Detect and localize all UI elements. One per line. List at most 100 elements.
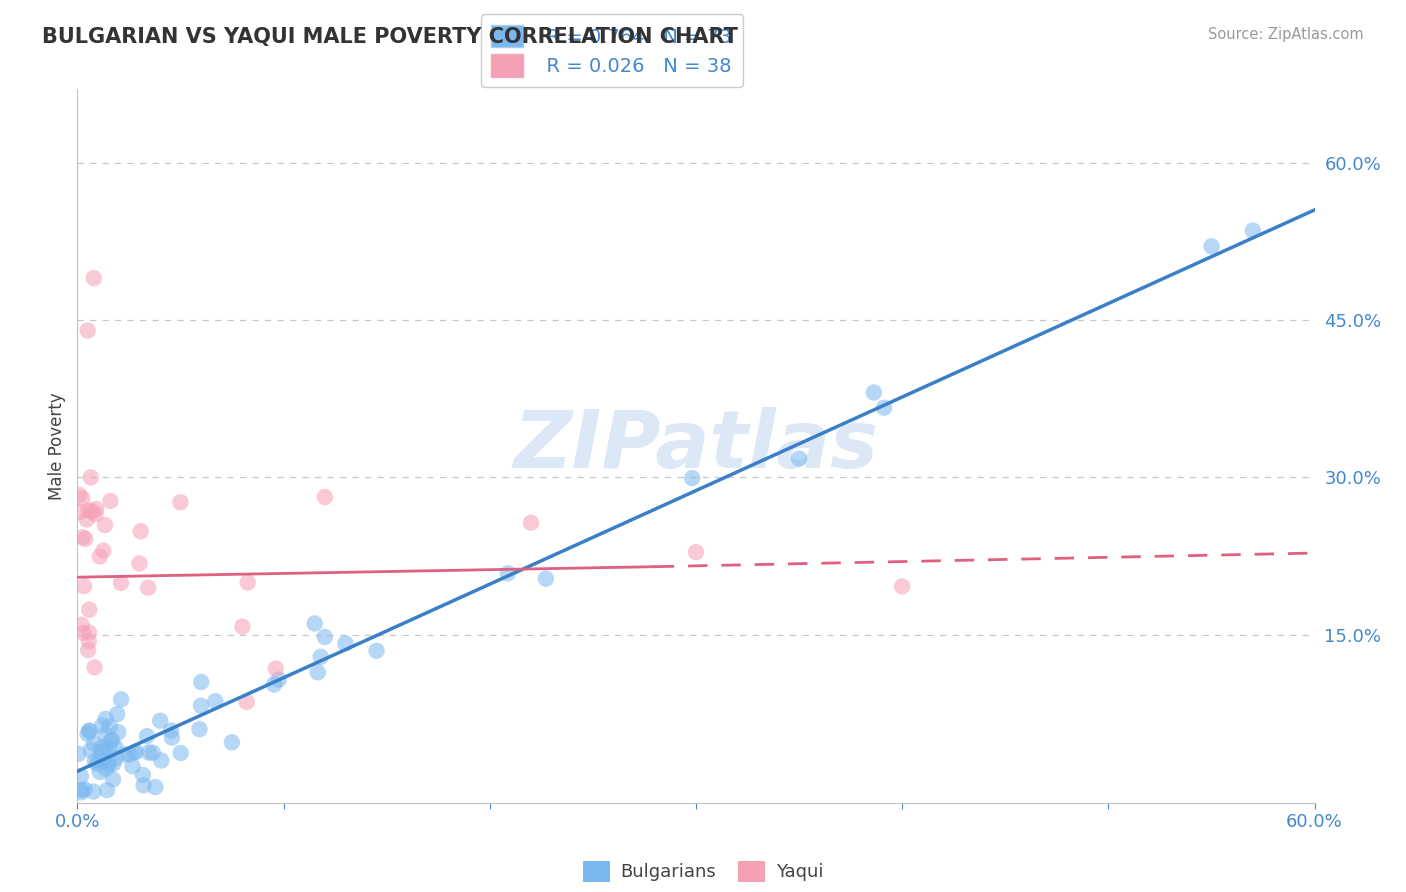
Point xyxy=(89,765,111,780)
Point xyxy=(787,451,810,466)
Point xyxy=(121,759,143,773)
Point xyxy=(75,532,97,546)
Point xyxy=(142,746,165,760)
Point xyxy=(83,271,105,285)
Point xyxy=(76,512,98,526)
Point xyxy=(79,724,101,739)
Point xyxy=(82,784,104,798)
Point xyxy=(124,746,146,760)
Point xyxy=(73,579,96,593)
Point xyxy=(86,756,108,771)
Y-axis label: Male Poverty: Male Poverty xyxy=(48,392,66,500)
Point xyxy=(77,603,100,617)
Point xyxy=(94,740,117,755)
Point xyxy=(149,714,172,728)
Point xyxy=(83,737,105,751)
Point xyxy=(84,507,107,521)
Point xyxy=(101,756,124,771)
Point xyxy=(863,385,886,400)
Point xyxy=(84,502,107,516)
Point xyxy=(110,692,132,706)
Point xyxy=(190,698,212,713)
Point xyxy=(94,727,117,741)
Point xyxy=(496,566,519,581)
Point xyxy=(97,755,120,769)
Point xyxy=(90,754,112,768)
Point xyxy=(267,673,290,687)
Point xyxy=(97,758,120,772)
Point xyxy=(90,740,112,755)
Point xyxy=(190,675,212,690)
Point xyxy=(110,576,132,591)
Point xyxy=(76,727,98,741)
Point xyxy=(170,746,193,760)
Point xyxy=(91,543,114,558)
Point xyxy=(169,495,191,509)
Point xyxy=(235,695,257,709)
Point xyxy=(138,746,160,760)
Point xyxy=(77,634,100,648)
Point xyxy=(681,471,703,485)
Text: ZIPatlas: ZIPatlas xyxy=(513,407,879,485)
Point xyxy=(314,490,336,504)
Point xyxy=(873,401,896,415)
Point xyxy=(77,723,100,738)
Point xyxy=(94,518,117,533)
Point xyxy=(77,503,100,517)
Point xyxy=(73,782,96,797)
Point xyxy=(70,617,93,632)
Point xyxy=(100,733,122,747)
Point xyxy=(309,649,332,664)
Point xyxy=(132,778,155,792)
Point xyxy=(128,557,150,571)
Point xyxy=(221,735,243,749)
Point xyxy=(80,470,103,484)
Point xyxy=(307,665,329,680)
Point xyxy=(188,722,211,736)
Point xyxy=(104,751,127,765)
Text: Source: ZipAtlas.com: Source: ZipAtlas.com xyxy=(1208,27,1364,42)
Point xyxy=(1241,224,1264,238)
Point xyxy=(685,545,707,559)
Point xyxy=(118,747,141,762)
Point xyxy=(107,725,129,739)
Point xyxy=(96,783,118,797)
Point xyxy=(72,625,94,640)
Point xyxy=(534,572,557,586)
Point xyxy=(91,718,114,732)
Point xyxy=(76,324,98,338)
Point xyxy=(160,731,183,745)
Point xyxy=(94,762,117,776)
Point xyxy=(83,754,105,768)
Point xyxy=(77,625,100,640)
Point xyxy=(891,579,914,593)
Point xyxy=(145,780,167,794)
Point xyxy=(125,745,148,759)
Point xyxy=(94,712,117,726)
Point xyxy=(314,630,336,644)
Point xyxy=(100,494,122,508)
Point xyxy=(90,745,112,759)
Point xyxy=(204,694,226,708)
Point xyxy=(105,706,128,721)
Point xyxy=(80,743,103,757)
Point xyxy=(114,747,136,762)
Point xyxy=(264,662,287,676)
Point xyxy=(67,488,90,502)
Point xyxy=(1201,239,1223,253)
Point xyxy=(366,644,388,658)
Text: BULGARIAN VS YAQUI MALE POVERTY CORRELATION CHART: BULGARIAN VS YAQUI MALE POVERTY CORRELAT… xyxy=(42,27,738,46)
Point xyxy=(104,740,127,755)
Point xyxy=(77,643,100,657)
Point xyxy=(231,619,253,633)
Point xyxy=(136,729,159,743)
Point xyxy=(98,740,121,755)
Point xyxy=(70,785,93,799)
Point xyxy=(70,783,93,797)
Point xyxy=(129,524,152,538)
Point xyxy=(98,720,121,734)
Point xyxy=(69,505,91,519)
Point xyxy=(101,772,124,787)
Point xyxy=(83,660,105,674)
Point xyxy=(520,516,543,530)
